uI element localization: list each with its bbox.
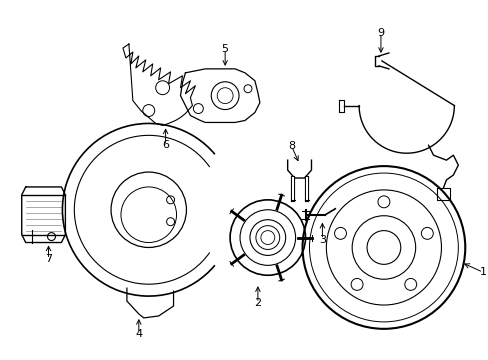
Text: 2: 2 [254,298,261,308]
Text: 8: 8 [287,141,295,151]
Text: 7: 7 [45,255,52,264]
Text: 3: 3 [318,234,325,244]
Text: 4: 4 [135,329,142,339]
Text: 5: 5 [221,44,228,54]
Text: 6: 6 [162,140,169,150]
Text: 9: 9 [377,28,384,38]
Text: 1: 1 [479,267,486,277]
